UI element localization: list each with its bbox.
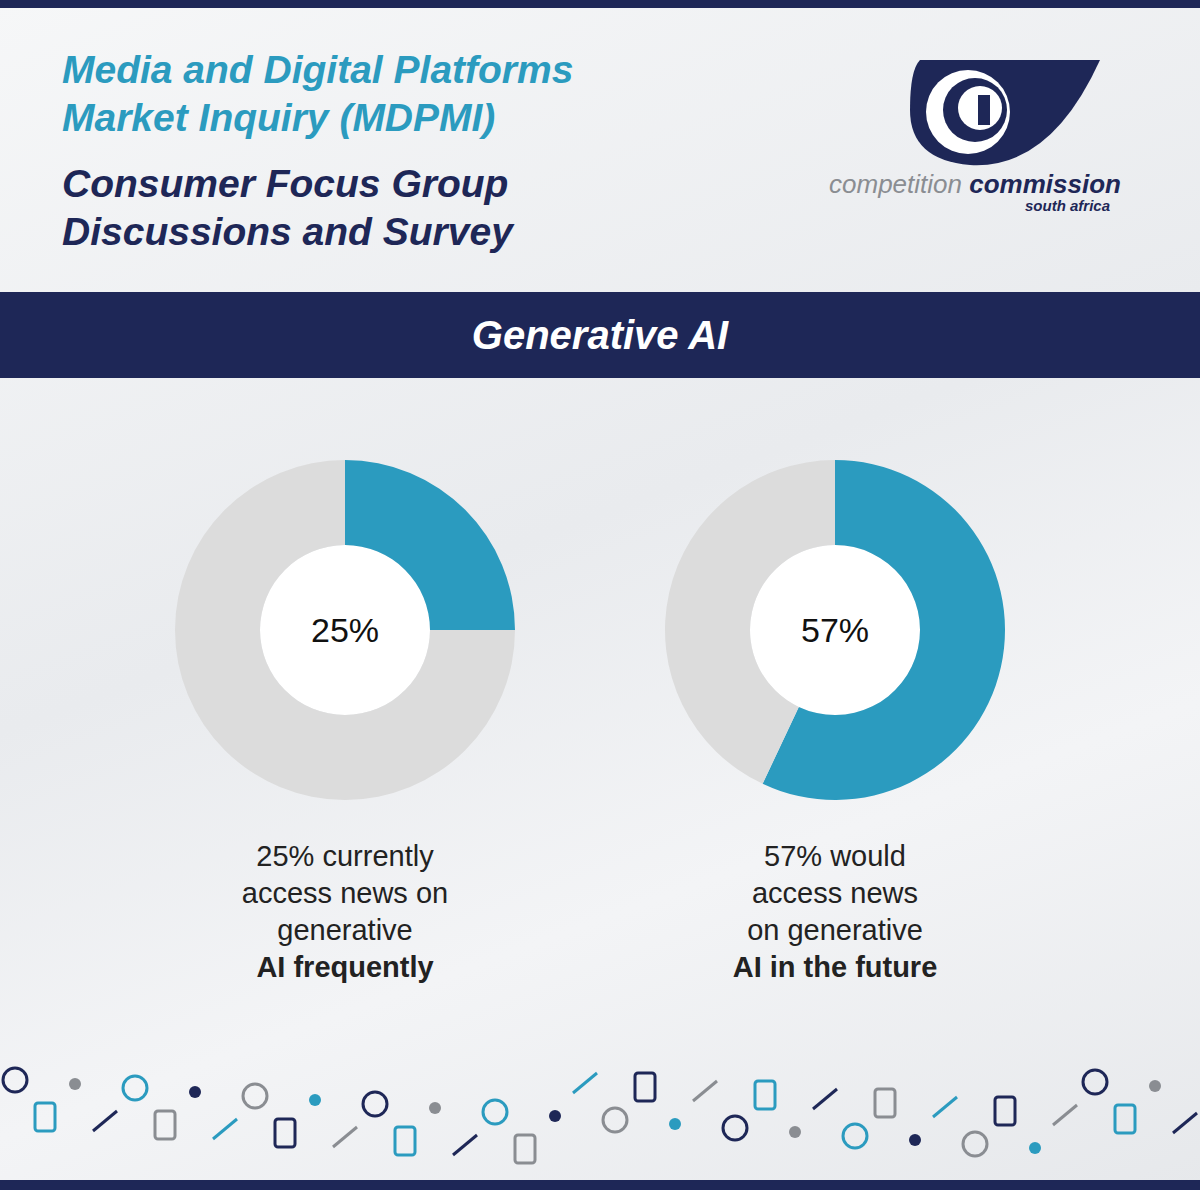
html-text:south africa: south africa: [1025, 197, 1110, 214]
html-text:57% would: 57% would: [764, 840, 906, 872]
html-text:Market Inquiry (MDPMI): Market Inquiry (MDPMI): [62, 96, 496, 139]
html-text:Generative AI: Generative AI: [471, 313, 729, 357]
html-text:access news: access news: [752, 877, 918, 909]
svg-text:25%: 25%: [311, 611, 379, 649]
html-text:AI in the future: AI in the future: [732, 951, 938, 983]
html-text:25% currently: 25% currently: [256, 840, 434, 872]
html-text:Media and Digital Platforms: Media and Digital Platforms: [62, 48, 574, 91]
html-text:AI frequently: AI frequently: [256, 951, 434, 983]
html-text:generative: generative: [277, 914, 413, 946]
html-text:on generative: on generative: [747, 914, 923, 946]
svg-text:57%: 57%: [801, 611, 869, 649]
html-text:Discussions and Survey: Discussions and Survey: [62, 210, 513, 253]
html-text:competition commission: competition commission: [829, 169, 1121, 199]
html-text:access news on: access news on: [241, 877, 449, 909]
html-text:Consumer Focus Group: Consumer Focus Group: [62, 162, 509, 205]
